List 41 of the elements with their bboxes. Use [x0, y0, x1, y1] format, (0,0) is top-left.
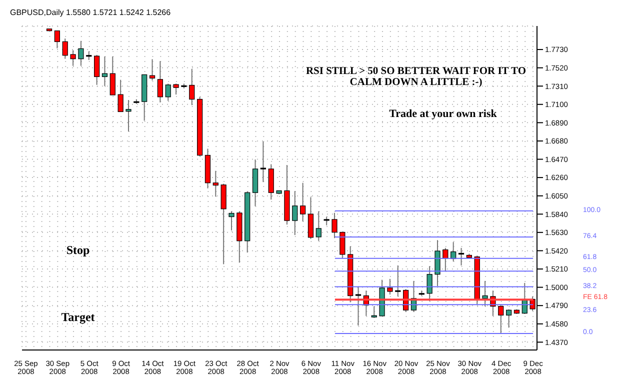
candlestick — [110, 56, 116, 96]
candlestick — [260, 141, 266, 183]
annotation: Trade at your own risk — [388, 108, 498, 120]
candlestick — [118, 79, 124, 112]
candlestick — [458, 247, 464, 266]
candlestick — [371, 306, 377, 318]
candlestick — [78, 40, 84, 66]
candlestick — [173, 83, 179, 96]
candlestick — [395, 264, 401, 297]
annotation: Stop — [65, 243, 91, 258]
candlestick — [212, 170, 218, 198]
candlestick — [189, 68, 195, 106]
candlestick — [94, 54, 100, 86]
candlestick — [442, 247, 448, 272]
candlestick — [54, 30, 60, 49]
candlestick — [387, 278, 393, 296]
candlestick — [157, 60, 163, 103]
candlestick — [434, 240, 440, 286]
candlestick — [228, 210, 234, 231]
candlestick — [62, 38, 68, 60]
candlestick — [268, 164, 274, 200]
candlestick — [149, 58, 156, 82]
candlestick — [126, 100, 132, 132]
candlestick — [498, 304, 504, 334]
candlestick — [165, 83, 171, 102]
candlestick — [506, 308, 512, 328]
chart-title: GBPUSD,Daily 1.5580 1.5721 1.5242 1.5266 — [9, 8, 172, 19]
candlestick — [252, 159, 258, 207]
candlestick — [482, 280, 488, 307]
candlestick — [70, 50, 76, 66]
candlestick — [316, 210, 322, 242]
candlestick — [332, 212, 338, 239]
candlestick — [308, 196, 314, 240]
candlestick — [300, 182, 306, 222]
candlestick — [355, 286, 362, 326]
candlestick — [102, 56, 108, 87]
candlestick — [340, 232, 346, 259]
annotation: Target — [60, 310, 96, 325]
annotation: RSI STILL > 50 SO BETTER WAIT FOR IT TO CALM DOWN A LITTLE :-) — [304, 66, 528, 88]
candlestick — [426, 266, 432, 302]
candlestick — [292, 190, 298, 236]
